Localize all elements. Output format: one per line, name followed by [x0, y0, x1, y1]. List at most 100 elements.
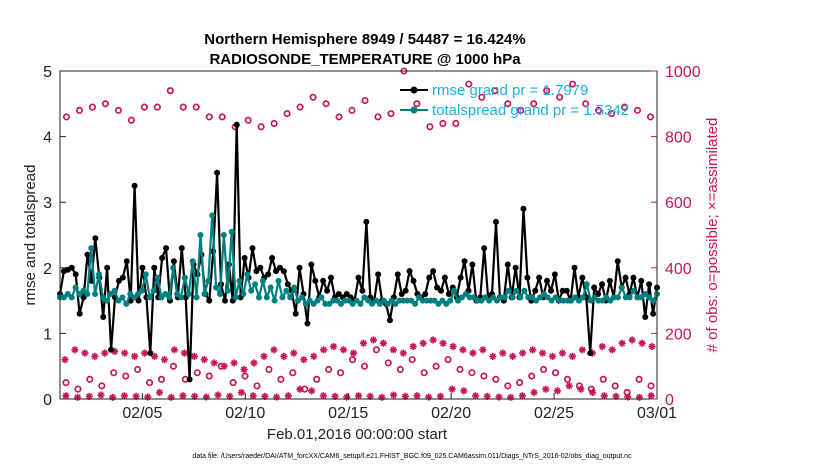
possible-point	[289, 369, 297, 377]
possible-point	[492, 375, 500, 383]
y-tick-label: 0	[43, 392, 52, 409]
assimilated-point	[518, 392, 526, 400]
assimilated-point	[120, 392, 128, 400]
assimilated-mark-stroke	[360, 340, 367, 347]
assimilated-mark-stroke	[542, 386, 549, 393]
assimilated-mark-stroke	[308, 387, 315, 394]
assimilated-point	[280, 352, 288, 360]
assimilated-point	[529, 346, 537, 354]
assimilated-point	[413, 392, 421, 400]
assimilated-mark-stroke	[211, 359, 218, 367]
assimilated-mark-stroke	[559, 349, 566, 357]
possible-point	[595, 106, 603, 114]
possible-point	[348, 356, 357, 364]
rmse-point	[563, 287, 570, 294]
rmse-point	[131, 182, 138, 189]
rmse-point	[304, 320, 311, 327]
possible-point	[241, 372, 249, 380]
possible-point	[635, 375, 643, 383]
spread-point	[357, 300, 364, 307]
rmse-point	[269, 254, 276, 261]
spread-point	[521, 287, 528, 294]
rmse-point	[386, 317, 393, 324]
spread-point	[193, 294, 200, 301]
rmse-point	[108, 346, 115, 353]
assimilated-point	[97, 391, 105, 399]
spread-point	[209, 212, 216, 219]
spread-point	[501, 294, 508, 301]
spread-point	[92, 291, 99, 298]
possible-point	[432, 362, 440, 370]
assimilated-point	[240, 365, 248, 374]
assimilated-point	[638, 339, 646, 347]
possible-point	[408, 356, 416, 364]
assimilated-point	[349, 349, 358, 357]
assimilated-point	[449, 342, 457, 351]
possible-point	[504, 382, 512, 390]
spread-point	[517, 294, 524, 301]
assimilated-point	[589, 388, 597, 397]
assimilated-point	[399, 349, 407, 357]
legend-rmse-label: rmse grand pr = 1.7979	[432, 82, 588, 99]
possible-point	[444, 356, 452, 364]
assimilated-point	[290, 349, 298, 357]
assimilated-point	[343, 393, 351, 401]
assimilated-mark-stroke	[430, 336, 437, 344]
rmse-point	[394, 271, 401, 278]
assimilated-point	[308, 387, 316, 395]
possible-point	[480, 372, 488, 380]
rmse-point	[579, 274, 586, 281]
possible-point	[530, 100, 538, 108]
possible-point	[169, 362, 177, 370]
spread-point	[142, 271, 149, 278]
assimilated-point	[460, 387, 468, 395]
rmse-point	[551, 271, 558, 278]
assimilated-mark-stroke	[549, 353, 556, 360]
assimilated-mark-stroke	[629, 336, 636, 344]
possible-point	[74, 385, 82, 393]
assimilated-mark-stroke	[296, 386, 304, 393]
assimilated-mark-stroke	[413, 392, 421, 399]
possible-point	[205, 372, 213, 380]
possible-point	[309, 93, 317, 101]
spread-point	[579, 294, 586, 301]
assimilated-mark-stroke	[400, 349, 407, 357]
assimilated-mark-stroke	[589, 389, 596, 396]
possible-point	[75, 106, 84, 114]
possible-point	[611, 382, 619, 390]
chart-subtitle: RADIOSONDE_TEMPERATURE @ 1000 hPa	[209, 51, 521, 68]
assimilated-mark-stroke	[179, 392, 186, 399]
spread-point	[626, 294, 633, 301]
assimilated-point	[155, 388, 164, 397]
assimilated-point	[179, 392, 187, 400]
assimilated-mark-stroke	[250, 392, 257, 399]
assimilated-point	[61, 356, 69, 364]
rmse-point	[437, 287, 444, 294]
spread-point	[205, 277, 212, 284]
rmse-point	[445, 291, 452, 298]
assimilated-point	[479, 346, 487, 354]
rmse-point	[650, 310, 657, 317]
assimilated-point	[101, 349, 109, 357]
plot-frame	[59, 70, 658, 400]
x-axis-label: Feb.01,2016 00:00:00 start	[267, 426, 448, 443]
assimilated-point	[647, 392, 655, 400]
spread-point	[583, 281, 590, 288]
assimilated-point	[378, 393, 386, 401]
rmse-point	[614, 258, 621, 265]
assimilated-mark-stroke	[648, 343, 656, 350]
spread-point	[72, 284, 79, 291]
spread-point	[244, 271, 251, 278]
assimilated-mark-stroke	[156, 389, 163, 396]
possible-point	[193, 369, 201, 377]
spread-point	[256, 294, 262, 301]
spread-point	[111, 287, 118, 294]
rmse-point	[532, 287, 539, 294]
rmse-point	[363, 218, 370, 225]
possible-point	[361, 96, 369, 105]
rmse-point	[441, 274, 448, 281]
possible-point	[491, 87, 499, 95]
rmse-point	[265, 271, 272, 278]
spread-point	[88, 245, 95, 252]
rmse-point	[292, 310, 299, 317]
